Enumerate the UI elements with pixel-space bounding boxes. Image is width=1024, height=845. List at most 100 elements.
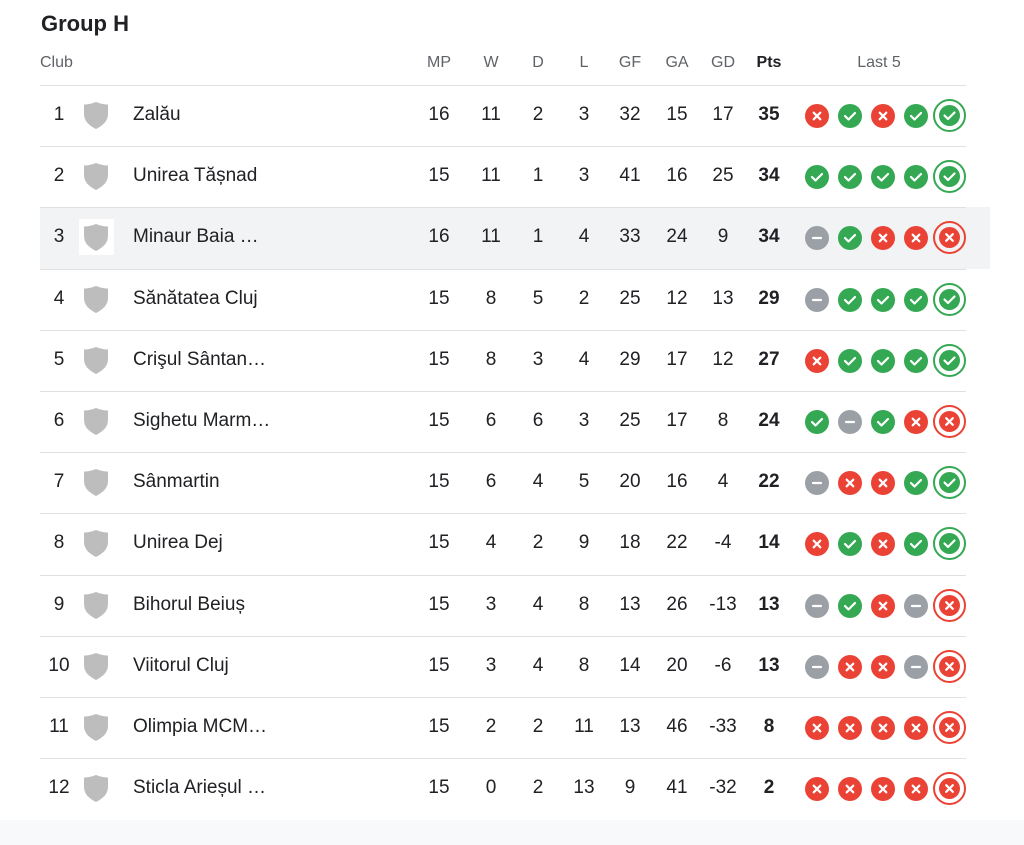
cell-gf: 33 xyxy=(619,226,641,248)
loss-icon[interactable] xyxy=(933,588,966,622)
table-row[interactable]: 6 Sighetu Marm… 15 6 6 3 25 17 8 24 xyxy=(0,390,1024,452)
loss-icon[interactable] xyxy=(871,715,895,740)
loss-icon[interactable] xyxy=(805,104,829,128)
loss-icon[interactable] xyxy=(904,409,928,434)
cell-l: 5 xyxy=(578,471,590,493)
table-row[interactable]: 7 Sânmartin 15 6 4 5 20 16 4 22 xyxy=(0,452,1024,513)
draw-icon[interactable] xyxy=(904,593,928,618)
loss-icon[interactable] xyxy=(904,226,928,251)
cell-ga: 16 xyxy=(666,471,688,493)
win-icon[interactable] xyxy=(871,287,895,312)
win-icon[interactable] xyxy=(838,165,862,190)
loss-icon[interactable] xyxy=(933,772,966,806)
loss-icon[interactable] xyxy=(805,348,829,373)
draw-icon[interactable] xyxy=(904,654,928,679)
table-row[interactable]: 2 Unirea Tășnad 15 11 1 3 41 16 25 34 xyxy=(0,146,1024,207)
loss-icon[interactable] xyxy=(805,715,829,740)
loss-icon[interactable] xyxy=(871,593,895,618)
win-icon[interactable] xyxy=(904,532,928,557)
win-icon[interactable] xyxy=(871,165,895,190)
loss-icon[interactable] xyxy=(871,226,895,251)
win-icon[interactable] xyxy=(838,104,862,128)
win-icon[interactable] xyxy=(805,409,829,434)
win-icon[interactable] xyxy=(904,287,928,312)
draw-icon[interactable] xyxy=(805,593,829,618)
loss-icon[interactable] xyxy=(838,715,862,740)
draw-icon[interactable] xyxy=(838,409,862,434)
loss-icon[interactable] xyxy=(871,104,895,128)
win-icon[interactable] xyxy=(838,532,862,557)
cell-gf: 29 xyxy=(619,348,641,370)
win-icon[interactable] xyxy=(838,287,862,312)
loss-icon[interactable] xyxy=(805,777,829,802)
win-icon[interactable] xyxy=(904,348,928,373)
win-icon[interactable] xyxy=(805,165,829,190)
loss-icon[interactable] xyxy=(904,715,928,740)
loss-icon[interactable] xyxy=(904,777,928,802)
club-name[interactable]: Zalău xyxy=(133,104,181,125)
loss-icon[interactable] xyxy=(838,471,862,496)
club-name[interactable]: Bihorul Beiuș xyxy=(133,593,245,615)
rank: 12 xyxy=(48,777,70,799)
club-name[interactable]: Unirea Dej xyxy=(133,532,223,554)
loss-icon[interactable] xyxy=(933,221,966,255)
cell-ga: 16 xyxy=(666,165,688,187)
loss-icon[interactable] xyxy=(871,532,895,557)
club-name[interactable]: Unirea Tășnad xyxy=(133,165,258,187)
cell-gd: 12 xyxy=(712,348,734,370)
club-name[interactable]: Crişul Sântan… xyxy=(133,348,267,370)
draw-icon[interactable] xyxy=(805,287,829,312)
win-icon[interactable] xyxy=(871,348,895,373)
win-icon[interactable] xyxy=(838,348,862,373)
win-icon[interactable] xyxy=(904,471,928,496)
win-icon[interactable] xyxy=(838,226,862,251)
win-icon[interactable] xyxy=(838,593,862,618)
win-icon[interactable] xyxy=(871,409,895,434)
table-row[interactable]: 4 Sănătatea Cluj 15 8 5 2 25 12 13 29 xyxy=(0,268,1024,330)
table-row[interactable]: 9 Bihorul Beiuș 15 3 4 8 13 26 -13 13 xyxy=(0,574,1024,636)
club-name[interactable]: Sănătatea Cluj xyxy=(133,287,258,309)
cell-pts: 35 xyxy=(758,104,780,125)
cell-d: 4 xyxy=(532,471,544,493)
standings-table: 1 Zalău 16 11 2 3 32 15 17 35 2 Unirea Tășnad 15 11 1 3… xyxy=(0,85,1024,819)
draw-icon[interactable] xyxy=(805,654,829,679)
table-row[interactable]: 5 Crişul Sântan… 15 8 3 4 29 17 12 27 xyxy=(0,329,1024,391)
win-icon[interactable] xyxy=(933,99,966,132)
table-row[interactable]: 12 Sticla Arieșul … 15 0 2 13 9 41 -32 2 xyxy=(0,758,1024,819)
table-row[interactable]: 1 Zalău 16 11 2 3 32 15 17 35 xyxy=(0,85,1024,146)
loss-icon[interactable] xyxy=(871,654,895,679)
club-name[interactable]: Sighetu Marm… xyxy=(133,409,271,431)
loss-icon[interactable] xyxy=(933,710,966,744)
win-icon[interactable] xyxy=(904,104,928,128)
last-5-results xyxy=(805,343,970,378)
club-name[interactable]: Olimpia MCM… xyxy=(133,715,268,737)
win-icon[interactable] xyxy=(933,160,966,194)
cell-d: 6 xyxy=(532,409,544,431)
loss-icon[interactable] xyxy=(871,777,895,802)
win-icon[interactable] xyxy=(933,282,966,316)
win-icon[interactable] xyxy=(904,165,928,190)
club-name[interactable]: Sânmartin xyxy=(133,471,220,493)
table-row[interactable]: 3 Minaur Baia … 16 11 1 4 33 24 9 34 xyxy=(0,207,1024,269)
loss-icon[interactable] xyxy=(933,649,966,683)
draw-icon[interactable] xyxy=(805,471,829,496)
win-icon[interactable] xyxy=(933,466,966,500)
loss-icon[interactable] xyxy=(933,404,966,438)
win-icon[interactable] xyxy=(933,343,966,377)
table-row[interactable]: 8 Unirea Dej 15 4 2 9 18 22 -4 14 xyxy=(0,513,1024,574)
cell-w: 4 xyxy=(485,532,497,554)
table-row[interactable]: 10 Viitorul Cluj 15 3 4 8 14 20 -6 13 xyxy=(0,635,1024,697)
cell-gd: -32 xyxy=(709,777,737,799)
club-name[interactable]: Viitorul Cluj xyxy=(133,654,229,676)
loss-icon[interactable] xyxy=(838,654,862,679)
draw-icon[interactable] xyxy=(805,226,829,251)
loss-icon[interactable] xyxy=(838,777,862,802)
win-icon[interactable] xyxy=(933,527,966,561)
table-row[interactable]: 11 Olimpia MCM… 15 2 2 11 13 46 -33 8 xyxy=(0,696,1024,758)
club-name[interactable]: Minaur Baia … xyxy=(133,226,259,248)
cell-w: 8 xyxy=(485,348,497,370)
club-shield-icon xyxy=(84,591,108,619)
loss-icon[interactable] xyxy=(871,471,895,496)
loss-icon[interactable] xyxy=(805,532,829,557)
club-name[interactable]: Sticla Arieșul … xyxy=(133,777,267,799)
